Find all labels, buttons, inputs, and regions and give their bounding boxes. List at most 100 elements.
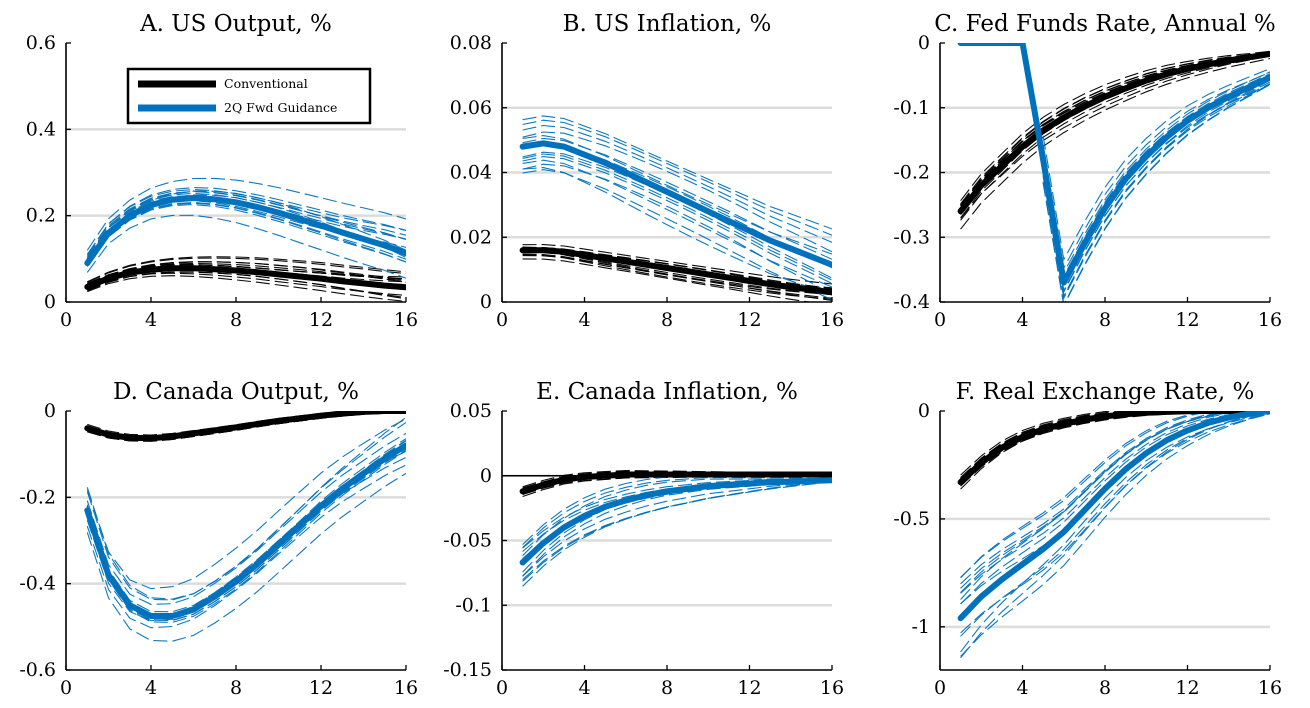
sensitivity-line-conventional: [87, 264, 406, 285]
sensitivity-line-conventional: [87, 257, 406, 283]
y-tick-label: 0: [480, 465, 492, 487]
sensitivity-line-conventional: [960, 55, 1270, 219]
x-tick-label: 8: [230, 677, 242, 699]
sensitivity-line-conventional: [522, 258, 814, 302]
sensitivity-line-fwd-guidance: [522, 124, 832, 243]
sensitivity-line-fwd-guidance: [1042, 68, 1270, 262]
x-tick-label: 16: [394, 309, 418, 331]
sensitivity-line-fwd-guidance: [86, 202, 406, 267]
panel-1: 0 4 8 12 16 0 0.2 0.4 0.6 A. US Output, % Conventi…: [26, 11, 418, 331]
sensitivity-line-fwd-guidance: [960, 411, 1212, 579]
series-line-conventional: [84, 265, 406, 291]
sensitivity-line-conventional: [960, 52, 1270, 207]
x-tick-label: 16: [394, 677, 418, 699]
x-tick-label: 8: [1099, 309, 1111, 331]
sensitivity-line-fwd-guidance: [960, 411, 1217, 578]
sensitivity-line-fwd-guidance: [1042, 83, 1270, 302]
x-tick-label: 0: [60, 309, 72, 331]
y-tick-label: -1: [911, 616, 930, 638]
sensitivity-line-fwd-guidance: [1042, 71, 1270, 270]
sensitivity-line-fwd-guidance: [960, 413, 1270, 657]
sensitivity-line-fwd-guidance: [86, 416, 406, 600]
series-line-fwd-guidance: [519, 140, 832, 268]
panel-3: 0 4 8 12 16-0.4-0.3-0.2-0.10C. Fed Funds Rat…: [893, 11, 1282, 331]
plot-area-6: [957, 411, 1270, 659]
sensitivity-line-fwd-guidance: [522, 119, 832, 236]
y-tick-label: 0: [918, 400, 930, 422]
x-tick-label: 4: [578, 309, 590, 331]
panel-4: 0 4 8 12 16 -0.6 -0.4 -0.2 0 D. Canada Output, %: [19, 379, 418, 699]
sensitivity-line-conventional: [960, 51, 1270, 206]
x-tick-label: 12: [1175, 309, 1199, 331]
sensitivity-line-fwd-guidance: [522, 137, 832, 260]
sensitivity-line-conventional: [87, 275, 406, 302]
y-tick-label: 0.02: [450, 226, 492, 248]
x-tick-label: 0: [60, 677, 72, 699]
sensitivity-line-fwd-guidance: [1042, 79, 1270, 299]
x-tick-label: 8: [661, 677, 673, 699]
y-tick-label: -0.1: [893, 97, 930, 119]
sensitivity-line-conventional: [87, 272, 406, 296]
sensitivity-line-fwd-guidance: [86, 450, 406, 623]
sensitivity-line-fwd-guidance: [1042, 71, 1270, 275]
sensitivity-line-fwd-guidance: [522, 480, 832, 577]
x-tick-label: 8: [661, 309, 673, 331]
x-tick-label: 12: [309, 309, 333, 331]
x-tick-label: 16: [1258, 677, 1282, 699]
sensitivity-line-fwd-guidance: [86, 418, 406, 590]
sensitivity-line-fwd-guidance: [522, 131, 832, 253]
sensitivity-line-fwd-guidance: [522, 477, 832, 548]
sensitivity-line-conventional: [522, 254, 832, 300]
legend-box: [126, 67, 372, 125]
panel-title: C. Fed Funds Rate, Annual %: [934, 11, 1276, 37]
series-line-fwd-guidance: [84, 442, 406, 619]
plot-area-1: [84, 177, 406, 302]
legend: Conventional 2Q Fwd Guidance: [126, 67, 372, 125]
sensitivity-line-fwd-guidance: [522, 156, 832, 285]
sensitivity-line-fwd-guidance: [960, 411, 1242, 589]
x-tick-label: 12: [1175, 677, 1199, 699]
x-tick-label: 4: [578, 677, 590, 699]
y-tick-label: 0: [44, 291, 56, 313]
y-tick-label: -0.1: [455, 594, 492, 616]
sensitivity-line-conventional: [87, 261, 406, 285]
x-tick-label: 0: [934, 677, 946, 699]
x-tick-label: 8: [1099, 677, 1111, 699]
x-tick-label: 4: [145, 677, 157, 699]
sensitivity-line-conventional: [87, 271, 406, 299]
sensitivity-line-fwd-guidance: [960, 411, 1234, 585]
series-line-conventional: [519, 247, 832, 296]
y-tick-label: 0.2: [26, 205, 56, 227]
y-tick-label: 0: [480, 291, 492, 313]
panel-title: D. Canada Output, %: [113, 379, 359, 405]
x-tick-label: 16: [820, 677, 844, 699]
sensitivity-line-conventional: [960, 55, 1270, 221]
sensitivity-line-fwd-guidance: [86, 432, 406, 605]
sensitivity-line-fwd-guidance: [86, 190, 406, 257]
sensitivity-line-fwd-guidance: [960, 411, 1250, 594]
series-line-fwd-guidance: [957, 411, 1270, 622]
sensitivity-line-conventional: [960, 51, 1270, 206]
plot-area-2: [519, 115, 832, 302]
series-line-conventional: [84, 411, 406, 442]
panel-title: F. Real Exchange Rate, %: [956, 379, 1255, 405]
x-tick-label: 12: [737, 677, 761, 699]
y-tick-label: 0.04: [450, 162, 492, 184]
sensitivity-line-conventional: [960, 52, 1270, 209]
sensitivity-line-conventional: [522, 244, 832, 285]
x-tick-label: 12: [309, 677, 333, 699]
y-tick-label: 0.4: [26, 118, 56, 140]
sensitivity-line-fwd-guidance: [522, 480, 832, 581]
sensitivity-line-fwd-guidance: [1042, 83, 1270, 294]
sensitivity-line-fwd-guidance: [86, 190, 406, 259]
y-tick-label: 0.06: [450, 97, 492, 119]
sensitivity-line-fwd-guidance: [86, 203, 406, 267]
sensitivity-line-fwd-guidance: [86, 177, 406, 251]
sensitivity-line-fwd-guidance: [86, 186, 406, 255]
series-line-conventional: [957, 51, 1270, 215]
sensitivity-line-fwd-guidance: [86, 192, 406, 259]
x-tick-label: 4: [1016, 677, 1028, 699]
sensitivity-line-fwd-guidance: [522, 115, 832, 230]
sensitivity-line-conventional: [960, 411, 1270, 479]
